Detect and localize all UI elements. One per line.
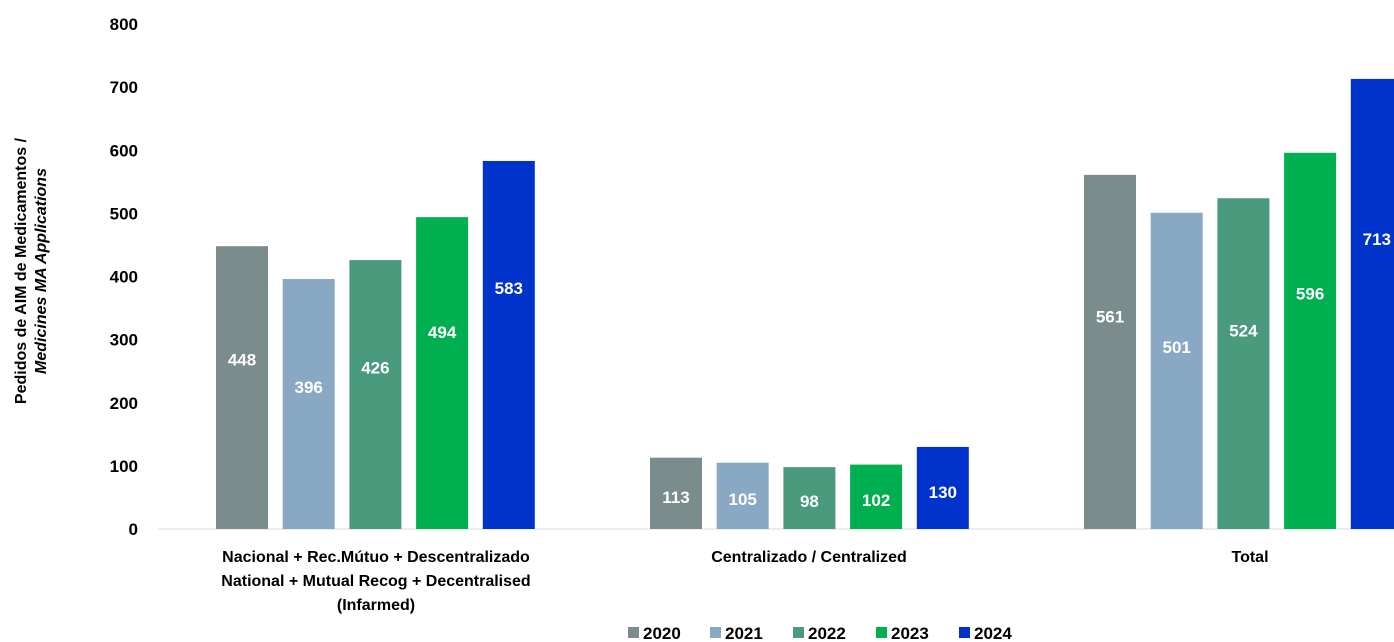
bar-2024-1 xyxy=(916,446,969,529)
data-label-2024-0: 583 xyxy=(495,279,523,298)
data-label-2021-2: 501 xyxy=(1163,338,1191,357)
y-tick-label: 300 xyxy=(110,331,138,350)
data-label-2022-2: 524 xyxy=(1229,322,1258,341)
legend-swatch-2021 xyxy=(710,627,721,638)
data-label-2022-1: 98 xyxy=(800,492,819,511)
category-label-0-line-1: National + Mutual Recog + Decentralised xyxy=(221,573,530,590)
bar-2022-1 xyxy=(783,467,836,529)
legend-swatch-2022 xyxy=(793,627,804,638)
data-label-2020-1: 113 xyxy=(662,488,689,507)
y-tick-label: 100 xyxy=(110,457,138,476)
y-tick-label: 0 xyxy=(129,520,138,539)
bar-2024-2 xyxy=(1350,78,1394,529)
legend: 2020 2021 2022 2023 2024 xyxy=(628,624,1012,642)
bar-2023-0 xyxy=(416,217,469,529)
legend-label-2023: 2023 xyxy=(891,624,929,642)
legend-label-2024: 2024 xyxy=(974,624,1012,642)
category-labels: Nacional + Rec.Mútuo + Descentralizado Na… xyxy=(221,549,1268,614)
data-label-2020-0: 448 xyxy=(228,350,256,369)
data-label-2023-0: 494 xyxy=(428,323,457,342)
legend-swatch-2024 xyxy=(959,627,970,638)
legend-label-2021: 2021 xyxy=(725,624,763,642)
legend-swatch-2023 xyxy=(876,627,887,638)
y-tick-label: 600 xyxy=(110,141,138,160)
category-label-1-line-0: Centralizado / Centralized xyxy=(711,549,907,566)
category-label-2-line-0: Total xyxy=(1231,549,1268,566)
legend-swatch-2020 xyxy=(628,627,639,638)
y-axis-ticks: 0 100 200 300 400 500 600 700 800 xyxy=(110,15,138,539)
category-label-0-line-0: Nacional + Rec.Mútuo + Descentralizado xyxy=(222,549,530,566)
data-labels: 448 113 561 396 105 501 426 98 524 494 102 596 583 13… xyxy=(228,230,1391,511)
bars xyxy=(216,78,1394,529)
data-label-2023-1: 102 xyxy=(862,491,890,510)
data-label-2024-1: 130 xyxy=(929,483,957,502)
y-tick-label: 500 xyxy=(110,204,138,223)
legend-label-2022: 2022 xyxy=(808,624,846,642)
y-axis-label-line-1: Pedidos de AIM de Medicamentos / xyxy=(13,137,30,404)
bar-2021-0 xyxy=(282,279,335,529)
bar-2024-0 xyxy=(482,160,535,529)
y-tick-label: 200 xyxy=(110,394,138,413)
bar-2021-1 xyxy=(716,462,769,529)
data-label-2022-0: 426 xyxy=(361,359,389,378)
legend-label-2020: 2020 xyxy=(643,624,681,642)
y-tick-label: 400 xyxy=(110,268,138,287)
bar-2020-2 xyxy=(1084,174,1136,529)
bar-2022-2 xyxy=(1217,198,1270,529)
data-label-2021-0: 396 xyxy=(295,378,323,397)
data-label-2024-2: 713 xyxy=(1363,230,1391,249)
y-axis-label: Pedidos de AIM de Medicamentos / Medicin… xyxy=(13,137,50,404)
y-tick-label: 700 xyxy=(110,78,138,97)
bar-2020-1 xyxy=(650,457,702,529)
bar-2020-0 xyxy=(216,246,268,529)
bar-2022-0 xyxy=(349,260,402,529)
y-axis-label-line-2: Medicines MA Applications xyxy=(33,168,50,374)
bar-2023-2 xyxy=(1284,152,1337,529)
data-label-2023-2: 596 xyxy=(1296,284,1324,303)
data-label-2020-2: 561 xyxy=(1096,308,1124,327)
category-label-0-line-2: (Infarmed) xyxy=(337,597,415,614)
data-label-2021-1: 105 xyxy=(729,490,757,509)
bar-2021-2 xyxy=(1150,212,1203,529)
y-tick-label: 800 xyxy=(110,15,138,34)
bar-2023-1 xyxy=(850,464,903,529)
